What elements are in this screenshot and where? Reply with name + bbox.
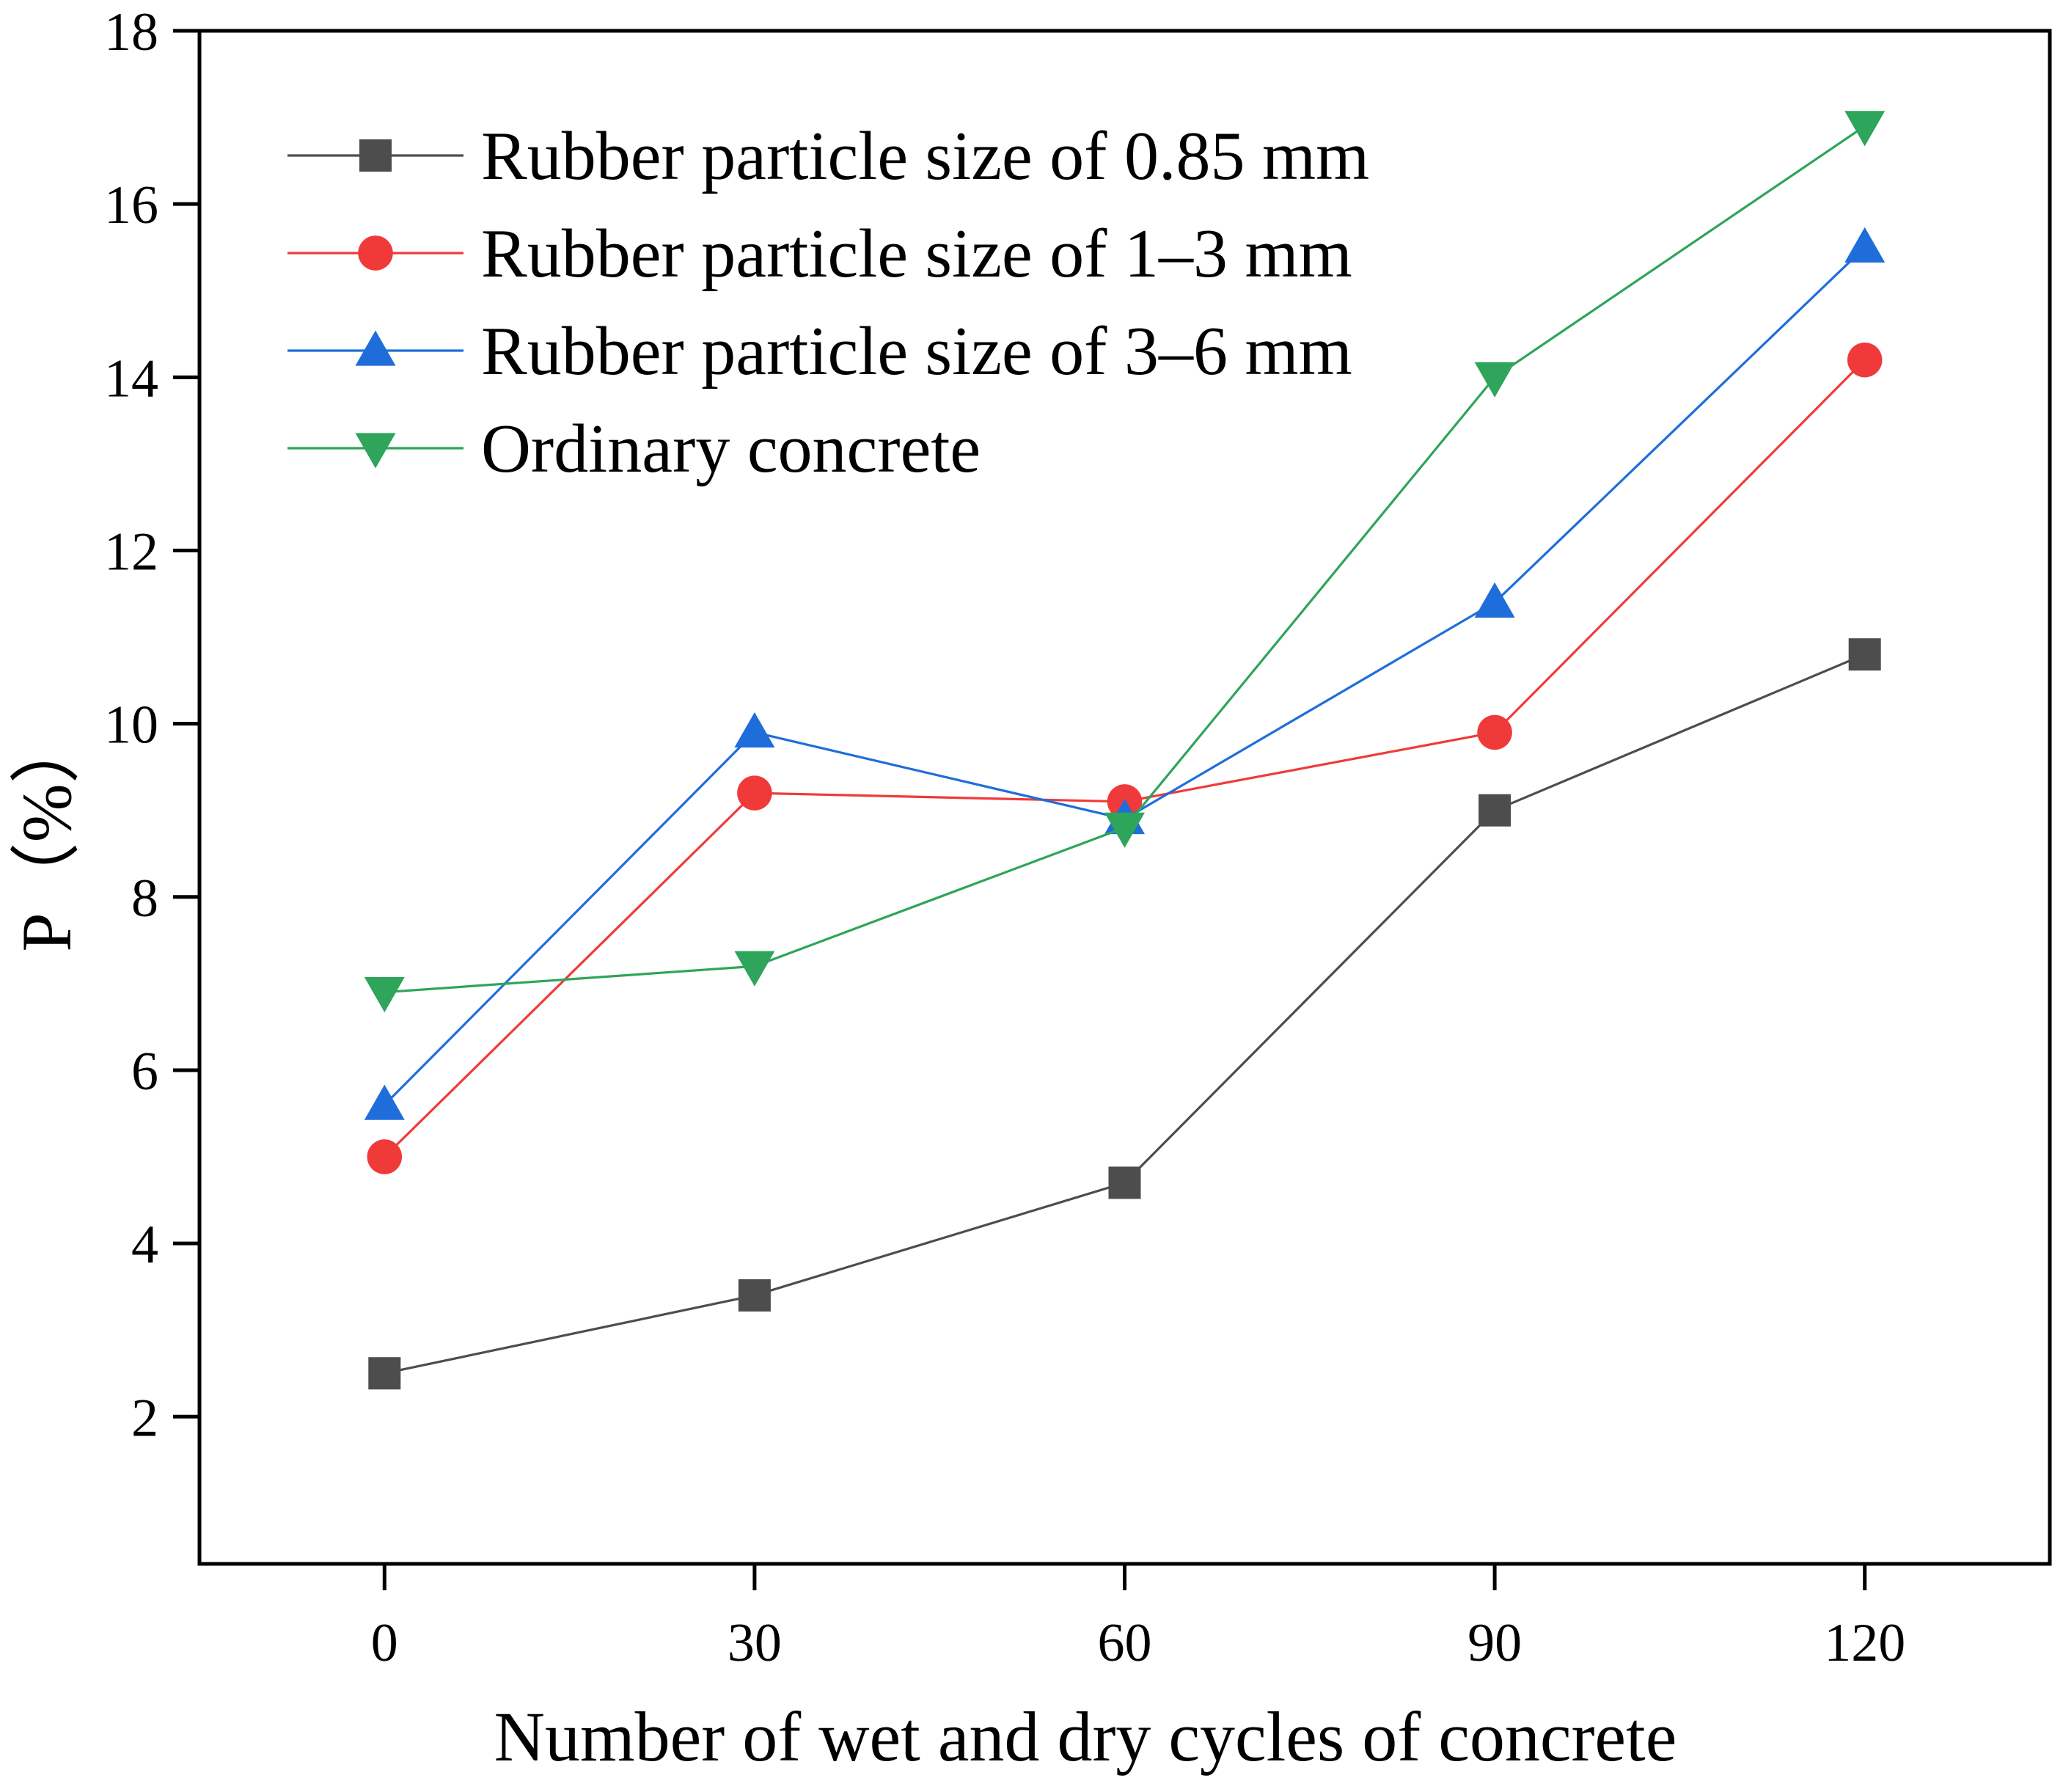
legend-marker xyxy=(355,330,396,366)
data-point xyxy=(367,1139,403,1174)
legend-label: Rubber particle size of 1–3 mm xyxy=(481,216,1352,292)
x-tick-label: 0 xyxy=(371,1613,398,1673)
x-tick-label: 60 xyxy=(1098,1613,1152,1673)
y-tick-label: 4 xyxy=(131,1215,158,1275)
legend-marker xyxy=(359,139,392,172)
data-point xyxy=(1844,111,1886,147)
series-2 xyxy=(367,342,1883,1174)
legend-label: Ordinary concrete xyxy=(481,411,981,487)
x-tick-label: 90 xyxy=(1467,1613,1522,1673)
y-tick-label: 14 xyxy=(104,348,158,409)
data-point xyxy=(364,977,405,1013)
y-tick-label: 16 xyxy=(104,175,158,235)
x-axis: 0 30 60 90 120 xyxy=(371,1564,1905,1673)
series-layer xyxy=(364,111,1886,1390)
series-4 xyxy=(364,111,1886,1013)
data-point xyxy=(1844,227,1886,263)
y-axis-title: P（%） xyxy=(7,713,86,951)
series-1 xyxy=(368,638,1881,1390)
legend-item-2: Rubber particle size of 1–3 mm xyxy=(287,216,1352,292)
y-tick-label: 2 xyxy=(131,1388,158,1448)
y-tick-label: 18 xyxy=(104,2,158,62)
y-tick-label: 10 xyxy=(104,695,158,756)
legend-item-3: Rubber particle size of 3–6 mm xyxy=(287,313,1352,390)
data-point xyxy=(364,1084,405,1120)
y-axis: 2 4 6 8 10 12 14 16 18 xyxy=(104,2,199,1448)
x-tick-label: 120 xyxy=(1824,1613,1905,1673)
y-tick-label: 6 xyxy=(131,1042,158,1102)
data-point xyxy=(368,1357,401,1390)
data-point xyxy=(738,1279,771,1312)
data-point xyxy=(1848,638,1881,671)
legend-marker xyxy=(358,235,393,271)
data-point xyxy=(1104,812,1145,848)
data-point xyxy=(737,775,772,811)
data-point xyxy=(1477,714,1512,750)
legend-label: Rubber particle size of 3–6 mm xyxy=(481,313,1352,390)
data-point xyxy=(1847,342,1883,378)
data-point xyxy=(1108,1166,1141,1199)
x-axis-title: Number of wet and dry cycles of concrete xyxy=(494,1697,1677,1776)
data-point xyxy=(734,951,775,987)
legend-item-1: Rubber particle size of 0.85 mm xyxy=(287,118,1369,194)
legend-label: Rubber particle size of 0.85 mm xyxy=(481,118,1369,194)
y-tick-label: 8 xyxy=(131,868,158,929)
data-point xyxy=(1474,582,1515,618)
legend-marker xyxy=(355,433,396,469)
legend-item-4: Ordinary concrete xyxy=(287,411,981,487)
data-point xyxy=(1478,794,1511,827)
legend: Rubber particle size of 0.85 mm Rubber pa… xyxy=(287,118,1369,487)
data-point xyxy=(734,712,775,748)
x-tick-label: 30 xyxy=(728,1613,782,1673)
data-point xyxy=(1474,362,1515,398)
y-tick-label: 12 xyxy=(104,522,158,582)
series-line xyxy=(384,653,1866,1375)
